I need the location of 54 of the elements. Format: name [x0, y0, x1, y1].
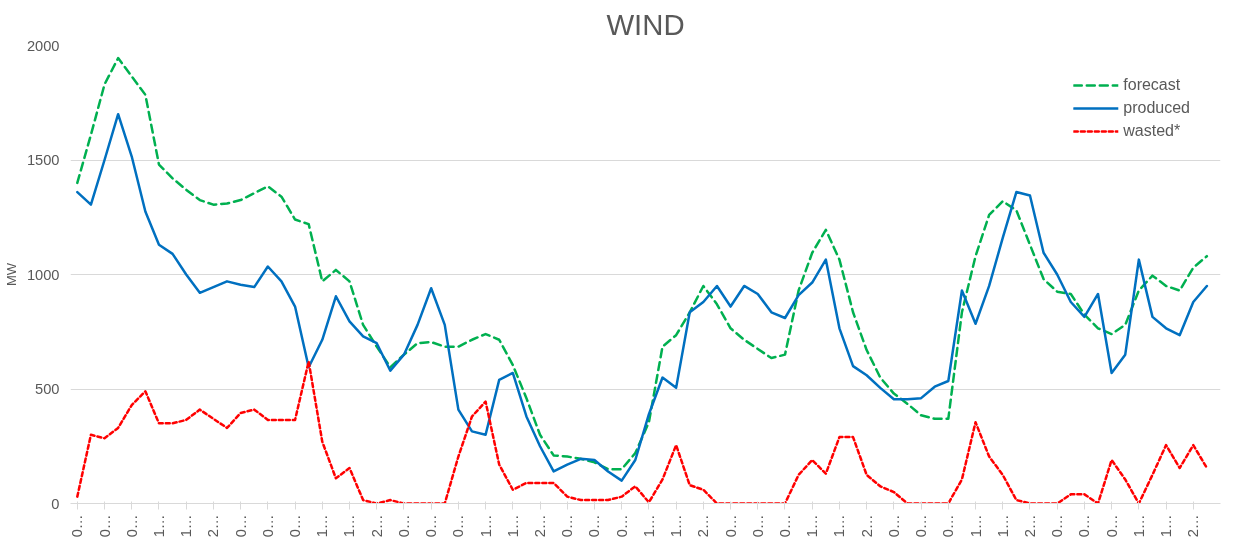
- x-tick-label: 0…: [287, 514, 304, 538]
- x-tick-label: 0…: [940, 514, 957, 538]
- x-tick-label: 2…: [205, 514, 222, 538]
- x-tick-label: 0…: [777, 514, 793, 538]
- x-tick-label: 0…: [395, 514, 412, 538]
- y-axis-title: MW: [3, 262, 19, 287]
- y-tick-label: 2000: [26, 37, 60, 54]
- x-tick-label: 1…: [1158, 514, 1175, 538]
- legend-label: wasted*: [1123, 122, 1181, 140]
- x-tick-label: 1…: [668, 514, 685, 538]
- x-tick-label: 0…: [586, 514, 603, 538]
- x-tick-label: 1…: [804, 514, 821, 538]
- x-tick-label: 2…: [532, 514, 549, 538]
- x-tick-label: 1…: [341, 514, 358, 538]
- x-tick-label: 0…: [450, 514, 467, 538]
- x-tick-label: 2…: [368, 514, 385, 538]
- x-tick-label: 0…: [69, 514, 86, 538]
- x-tick-label: 0…: [232, 514, 249, 538]
- x-tick-label: 1…: [994, 514, 1011, 538]
- legend-label: produced: [1123, 99, 1190, 117]
- x-tick-label: 0…: [885, 514, 902, 538]
- y-tick-label: 500: [35, 381, 60, 397]
- x-tick-label: 0…: [423, 514, 440, 538]
- x-tick-label: 1…: [831, 514, 848, 538]
- x-tick-label: 0…: [749, 514, 766, 538]
- x-tick-label: 1…: [314, 514, 331, 538]
- x-tick-label: 1…: [477, 514, 494, 538]
- line-series: [76, 56, 1209, 471]
- x-tick-label: 0…: [123, 514, 140, 538]
- x-tick-label: 0…: [259, 514, 276, 538]
- x-tick-label: 2…: [695, 514, 712, 538]
- x-tick-label: 0…: [722, 514, 739, 538]
- x-tick-label: 2…: [858, 514, 875, 538]
- x-tick-label: 0…: [613, 514, 630, 538]
- x-tick-label: 0…: [1049, 514, 1066, 538]
- x-tick-label: 1…: [640, 514, 657, 538]
- x-tick-label: 2…: [1185, 514, 1202, 538]
- y-tick-label: 0: [51, 495, 60, 512]
- x-tick-label: 0…: [559, 514, 576, 538]
- x-tick-label: 2…: [1021, 514, 1038, 538]
- y-tick-label: 1500: [26, 152, 60, 168]
- x-tick-label: 1…: [150, 514, 167, 538]
- x-tick-label: 0…: [1103, 514, 1120, 538]
- x-tick-label: 1…: [1130, 514, 1147, 538]
- x-tick-label: 1…: [504, 514, 521, 538]
- x-tick-label: 1…: [178, 514, 195, 538]
- y-tick-label: 1000: [26, 266, 60, 283]
- x-tick-label: 1…: [967, 514, 984, 538]
- x-tick-label: 0…: [1076, 514, 1093, 538]
- x-tick-label: 0…: [96, 514, 113, 538]
- legend-label: forecast: [1123, 76, 1181, 94]
- x-tick-label: 0…: [913, 514, 930, 538]
- line-series: [76, 360, 1209, 504]
- chart-title: WIND: [606, 7, 685, 41]
